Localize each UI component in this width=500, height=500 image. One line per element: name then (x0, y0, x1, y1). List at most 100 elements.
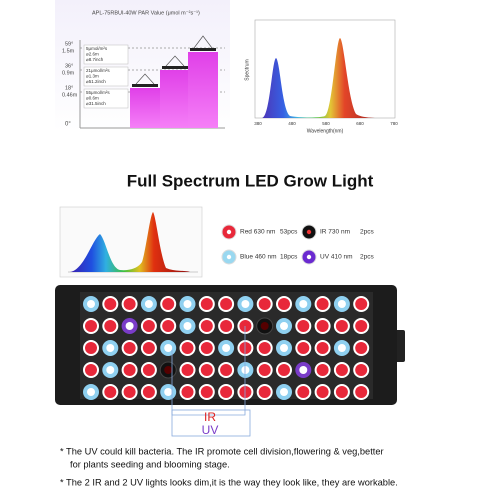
x-tick-label: 480 (288, 121, 296, 126)
par-box-text: ⌀31.5inch (86, 101, 106, 106)
led-core (142, 320, 155, 332)
legend-dot-center (306, 254, 312, 260)
led-core (335, 320, 348, 332)
led-core (181, 364, 194, 376)
led-core (104, 320, 117, 332)
led-core (297, 386, 310, 398)
level-height: 0.9m (62, 70, 75, 76)
par-box-text: ⌀8.7inch (86, 57, 104, 62)
led-core (258, 298, 271, 310)
led-core (335, 386, 348, 398)
led-core (258, 342, 271, 354)
led-core (355, 342, 368, 354)
uv-label: UV (202, 423, 219, 437)
led-core (355, 298, 368, 310)
led-core (144, 300, 153, 308)
led-core (220, 386, 233, 398)
led-core (280, 322, 288, 330)
led-core (164, 366, 173, 374)
spectrum-image (59, 206, 203, 278)
led-core (142, 364, 155, 376)
x-tick-label: 780 (390, 121, 398, 126)
led-core (104, 298, 117, 310)
callout-line (171, 326, 246, 416)
led-core (181, 386, 194, 398)
led-core (355, 320, 368, 332)
legend-count: 2pcs (360, 254, 374, 261)
led-core (335, 364, 348, 376)
led-core (164, 344, 173, 352)
led-core (278, 298, 290, 310)
led-core (200, 364, 213, 376)
led-core (241, 300, 250, 308)
led-core (337, 344, 346, 352)
par-box-text: ⌀1.3m (86, 74, 99, 79)
x-tick-label: 680 (356, 121, 364, 126)
spectrum-chart (254, 19, 396, 119)
led-core (316, 386, 329, 398)
led-core (162, 320, 175, 332)
led-core (85, 364, 97, 376)
led-core (123, 386, 136, 398)
led-core (123, 342, 136, 354)
level-height: 0.46m (62, 92, 78, 98)
note: * The 2 IR and 2 UV lights looks dim,it … (60, 477, 398, 487)
par-title: APL-75RBUI-40W PAR Value (μmol m⁻²s⁻¹) (92, 10, 200, 16)
led-core (87, 300, 95, 308)
led-core (106, 366, 115, 374)
level-angle: 18° (65, 85, 73, 91)
led-core (162, 298, 175, 310)
led-core (87, 388, 95, 396)
led-core (200, 386, 213, 398)
led-core (123, 364, 136, 376)
legend-dot-center (226, 254, 232, 260)
legend-name: IR 730 nm (320, 229, 350, 236)
led-core (200, 320, 213, 332)
led-core (260, 322, 269, 330)
led-core (164, 388, 173, 396)
x-tick-label: 380 (254, 121, 262, 126)
led-core (106, 344, 115, 352)
led-core (316, 320, 329, 332)
note: * The UV could kill bacteria. The IR pro… (60, 446, 384, 456)
led-core (278, 364, 290, 376)
led-core (200, 342, 213, 354)
par-box (83, 44, 129, 65)
callout-box (171, 409, 251, 437)
led-core (104, 386, 117, 398)
panel-tab (395, 330, 405, 362)
led-core (85, 342, 97, 354)
par-box-text: 5μmol/m²s (86, 46, 108, 51)
led-core (258, 364, 271, 376)
led-core (258, 386, 271, 398)
led-core (316, 364, 329, 376)
note: for plants seeding and blooming stage. (70, 459, 230, 469)
led-core (142, 386, 155, 398)
led-core (142, 342, 155, 354)
lamps (130, 35, 218, 128)
par-bottom: 0° (65, 122, 71, 128)
led-core (125, 322, 134, 330)
led-core (220, 320, 233, 332)
legend-name: UV 410 nm (320, 254, 353, 261)
par-box-text: 21μmol/m²s (86, 68, 110, 73)
led-core (299, 300, 308, 308)
par-box (83, 88, 129, 109)
led-core (200, 298, 213, 310)
led-core (316, 298, 329, 310)
led-core (280, 388, 288, 396)
led-core (355, 364, 368, 376)
legend-dot-center (306, 229, 312, 235)
led-core (183, 322, 192, 330)
legend-dot-center (226, 229, 232, 235)
led-core (220, 364, 233, 376)
legend-count: 2pcs (360, 229, 374, 236)
par-box (83, 66, 129, 87)
y-label: Spectrum (244, 59, 250, 80)
par-box-text: ⌀0.6m (86, 96, 99, 101)
x-label: Wavelength(nm) (307, 128, 344, 134)
level-angle: 36° (65, 63, 73, 69)
led-core (222, 344, 231, 352)
legend-name: Blue 460 nm (240, 254, 277, 261)
